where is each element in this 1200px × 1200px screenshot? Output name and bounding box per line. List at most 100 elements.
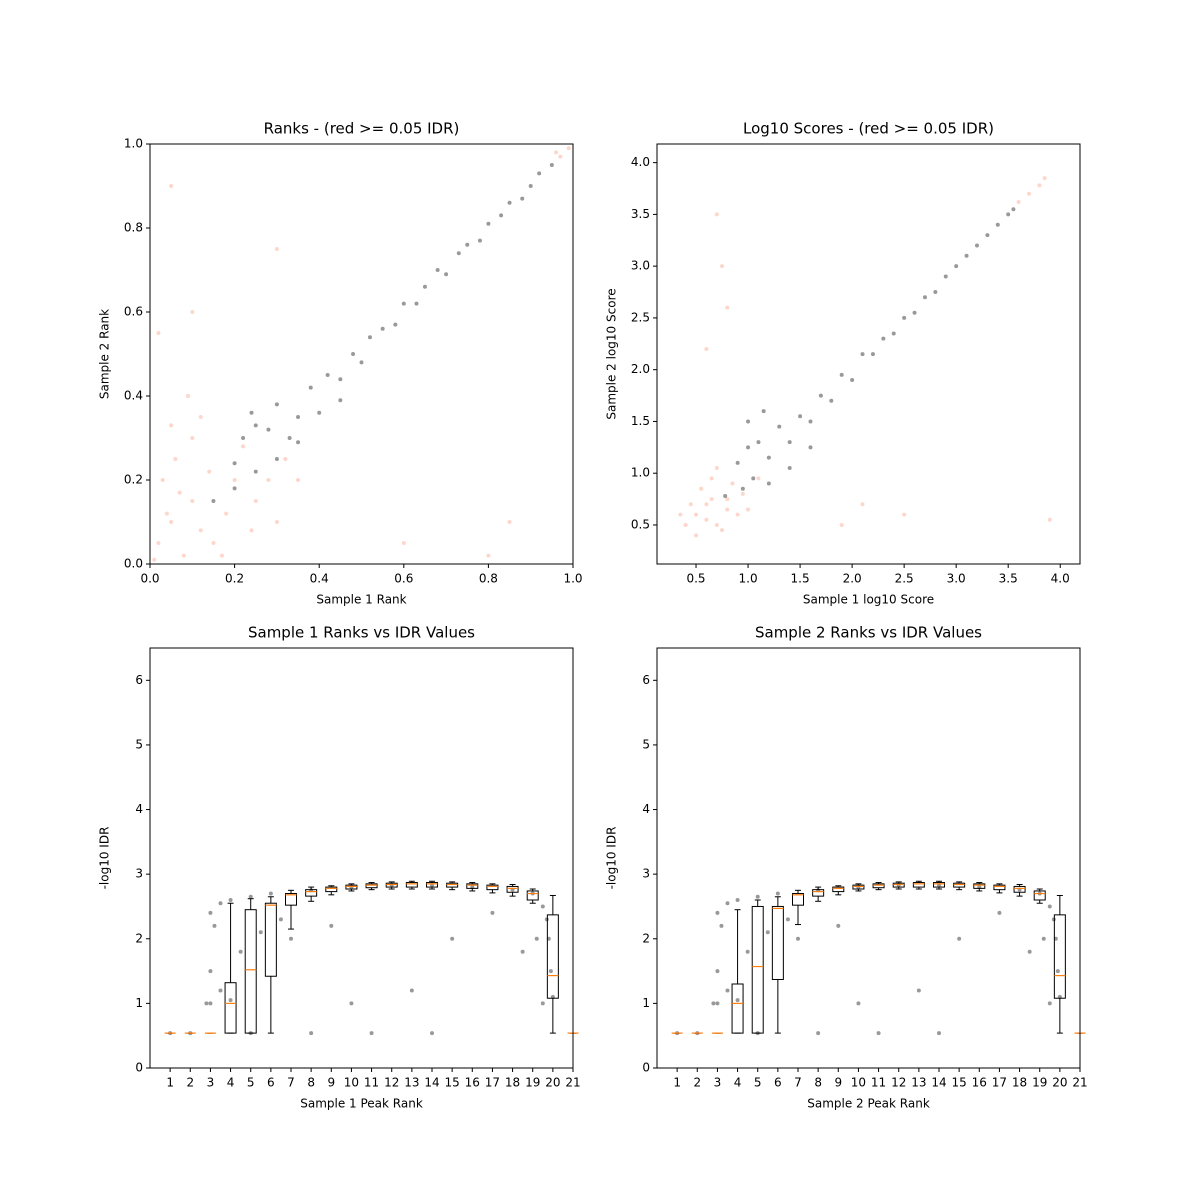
point (995, 222, 1000, 227)
point (228, 898, 233, 902)
y-tick-label: 3 (135, 867, 143, 881)
box (365, 883, 378, 889)
point (725, 901, 730, 906)
x-tick-label: 4.0 (1051, 572, 1070, 586)
y-tick-label: 4.0 (631, 155, 650, 169)
point (190, 310, 195, 314)
point (1055, 969, 1060, 974)
point (204, 1001, 209, 1006)
point (860, 352, 865, 357)
x-tick-label: 9 (327, 1076, 335, 1090)
x-tick-label: 5 (247, 1076, 255, 1090)
point (796, 936, 800, 941)
x-tick-label: 3 (714, 1076, 722, 1090)
box (244, 909, 257, 1034)
point (720, 528, 725, 533)
point (714, 466, 719, 471)
point (309, 1031, 314, 1036)
y-tick-label: 0.4 (124, 389, 143, 403)
point (249, 528, 254, 533)
point (219, 553, 224, 558)
subplot: Log10 Scores - (red >= 0.05 IDR) Sample 1… (605, 120, 1081, 607)
point (228, 998, 233, 1003)
point (1047, 517, 1052, 522)
x-tick-label: 1.5 (791, 572, 810, 586)
point (393, 322, 398, 327)
point (746, 419, 751, 424)
point (678, 512, 683, 517)
point (253, 499, 258, 503)
point (730, 481, 735, 486)
point (238, 949, 243, 954)
x-tick-label: 8 (307, 1076, 315, 1090)
point (173, 457, 178, 461)
x-tick-label: 13 (404, 1076, 419, 1090)
box (526, 890, 539, 901)
point (902, 315, 907, 320)
point (548, 969, 553, 974)
box (832, 886, 845, 893)
box (224, 982, 237, 1034)
point (289, 936, 293, 941)
y-tick-label: 0.8 (124, 221, 143, 235)
y-tick-label: 6 (135, 673, 143, 687)
box (953, 882, 966, 888)
point (232, 486, 237, 491)
point (283, 457, 288, 461)
point (735, 998, 740, 1003)
x-tick-label: 0.5 (686, 572, 705, 586)
point (870, 352, 875, 357)
point (787, 440, 792, 445)
point (534, 936, 539, 941)
point (704, 517, 709, 522)
box (264, 902, 277, 977)
point (985, 233, 990, 238)
x-tick-label: 17 (485, 1076, 500, 1090)
point (232, 478, 237, 482)
point (714, 522, 719, 527)
point (430, 1031, 434, 1036)
point (367, 335, 372, 340)
x-tick-label: 12 (384, 1076, 399, 1090)
axes-frame (656, 647, 1081, 1069)
point (1042, 176, 1047, 181)
box (285, 893, 297, 906)
x-tick-label: 2 (186, 1076, 194, 1090)
box (892, 882, 905, 888)
point (839, 372, 844, 377)
point (766, 455, 771, 460)
point (211, 499, 216, 503)
x-tick-label: 1 (166, 1076, 174, 1090)
point (943, 274, 948, 279)
box (1053, 914, 1066, 999)
point (241, 444, 246, 449)
y-tick-label: 6 (642, 673, 650, 687)
point (723, 493, 728, 498)
x-tick-label: 2 (693, 1076, 701, 1090)
point (401, 541, 406, 545)
point (715, 910, 720, 915)
x-tick-label: 1.0 (563, 572, 582, 586)
subplot: Ranks - (red >= 0.05 IDR) Sample 1 Rank Sa… (98, 120, 583, 607)
x-tick-label: 16 (972, 1076, 987, 1090)
point (540, 904, 545, 909)
point (704, 346, 709, 351)
point (694, 512, 699, 517)
y-tick-label: 1 (642, 996, 650, 1010)
point (836, 923, 841, 928)
x-tick-label: 14 (424, 1076, 439, 1090)
point (520, 949, 525, 954)
box (933, 882, 945, 888)
box (486, 884, 499, 891)
point (765, 930, 770, 935)
x-tick-label: 5 (754, 1076, 762, 1090)
point (756, 476, 761, 481)
x-tick-label: 6 (774, 1076, 782, 1090)
x-tick-label: 1.0 (739, 572, 758, 586)
point (156, 541, 161, 545)
y-tick-label: 0 (642, 1061, 650, 1075)
x-tick-label: 20 (545, 1076, 560, 1090)
point (896, 883, 901, 888)
point (964, 253, 969, 258)
x-tick-label: 0.2 (225, 572, 244, 586)
